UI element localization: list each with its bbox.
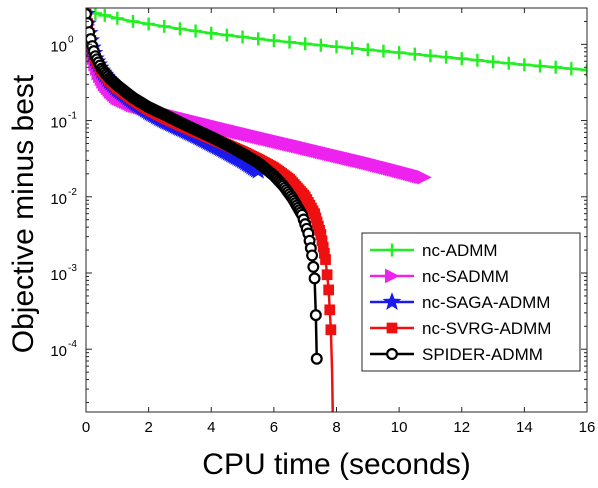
x-tick-label: 10 (391, 419, 408, 436)
data-point (361, 43, 375, 57)
data-point (321, 269, 333, 281)
data-point (549, 60, 563, 74)
data-point (439, 50, 453, 64)
legend-entry: nc-SAGA-ADMM (370, 292, 550, 312)
data-point (142, 17, 156, 31)
legend-entry: nc-SVRG-ADMM (370, 319, 551, 338)
legend-label: nc-SADMM (422, 267, 509, 286)
legend-swatch-marker (382, 292, 402, 310)
data-point (307, 260, 320, 273)
y-tick-label: 10 (50, 191, 67, 208)
data-point (580, 63, 587, 77)
legend-label: SPIDER-ADMM (422, 345, 543, 364)
data-point (308, 272, 321, 285)
data-point (323, 284, 335, 296)
data-point (417, 170, 432, 185)
legend-label: nc-SAGA-ADMM (422, 293, 550, 312)
legend-label: nc-SVRG-ADMM (422, 319, 551, 338)
data-point (325, 324, 337, 336)
data-point (236, 30, 250, 44)
legend-swatch-marker (385, 243, 399, 257)
data-point (314, 38, 328, 52)
data-point (220, 28, 234, 42)
data-point (306, 249, 319, 262)
data-point (564, 62, 578, 76)
data-point (455, 52, 469, 66)
data-point (283, 35, 297, 49)
data-point (86, 8, 92, 21)
data-point (267, 34, 281, 48)
data-point (324, 304, 336, 316)
y-tick-label: 10 (50, 115, 67, 132)
data-point (345, 41, 359, 55)
data-point (320, 254, 331, 265)
y-tick-label: 10 (50, 38, 67, 55)
legend-swatch-marker (385, 268, 400, 284)
legend-entry: nc-ADMM (370, 241, 498, 260)
data-point (126, 14, 140, 28)
series-nc-admm (86, 8, 587, 77)
data-point (251, 32, 265, 46)
x-tick-label: 0 (82, 419, 90, 436)
data-point (408, 47, 422, 61)
data-point (376, 44, 390, 58)
x-tick-label: 14 (516, 419, 533, 436)
data-point (189, 24, 203, 38)
y-axis-label: Objective minus best (7, 74, 40, 353)
data-point (470, 53, 484, 67)
x-tick-label: 8 (332, 419, 340, 436)
data-point (486, 55, 500, 69)
data-point (330, 40, 343, 54)
y-tick-exponent: -1 (68, 111, 77, 122)
data-point (392, 46, 406, 60)
legend-swatch-marker (386, 348, 398, 360)
x-axis-label: CPU time (seconds) (202, 448, 470, 481)
series-layer (86, 8, 587, 412)
x-tick-label: 16 (579, 419, 596, 436)
data-point (298, 37, 312, 51)
y-tick-exponent: -3 (68, 263, 77, 274)
y-tick-label: 10 (50, 267, 67, 284)
x-tick-label: 2 (144, 419, 152, 436)
series-spider-admm (86, 8, 323, 365)
data-point (502, 56, 516, 70)
y-tick-exponent: -2 (68, 187, 77, 198)
x-tick-label: 4 (207, 419, 215, 436)
data-point (204, 26, 218, 40)
data-point (173, 22, 187, 36)
data-point (157, 19, 171, 33)
data-point (310, 352, 323, 365)
y-tick-exponent: -4 (68, 339, 77, 350)
legend-label: nc-ADMM (422, 241, 498, 260)
data-point (533, 59, 547, 73)
x-tick-label: 6 (270, 419, 278, 436)
legend-entry: SPIDER-ADMM (370, 345, 543, 364)
data-point (110, 11, 124, 25)
legend-entry: nc-SADMM (370, 267, 509, 286)
legend-swatch-marker (386, 322, 398, 334)
data-point (98, 8, 112, 22)
x-tick-label: 12 (453, 419, 470, 436)
legend: nc-ADMM nc-SADMM nc-SAGA-ADMM nc-SVRG-ADMM S… (361, 232, 581, 372)
data-point (517, 58, 531, 72)
data-point (309, 309, 322, 322)
data-point (423, 49, 437, 63)
y-tick-exponent: 0 (68, 34, 74, 45)
y-tick-label: 10 (50, 343, 67, 360)
